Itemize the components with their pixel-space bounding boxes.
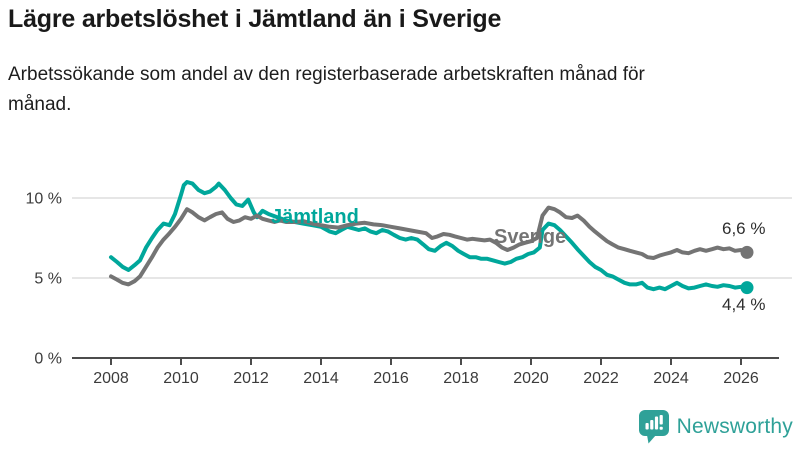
newsworthy-logo-icon xyxy=(638,410,669,444)
newsworthy-logo[interactable]: Newsworthy xyxy=(638,409,793,445)
sverige-series-label: Sverige xyxy=(494,226,567,248)
series-line-sverige xyxy=(109,205,749,287)
svg-text:2026: 2026 xyxy=(723,370,759,387)
svg-text:2020: 2020 xyxy=(513,370,549,387)
svg-text:0 %: 0 % xyxy=(34,351,62,368)
svg-text:2022: 2022 xyxy=(583,370,619,387)
svg-text:2012: 2012 xyxy=(233,370,269,387)
svg-text:5 %: 5 % xyxy=(34,271,62,288)
svg-text:10 %: 10 % xyxy=(26,191,62,208)
svg-text:2024: 2024 xyxy=(653,370,689,387)
x-axis: 2008 2010 2012 2014 2016 2018 2020 2022 2024 2026 xyxy=(72,357,779,387)
svg-text:2018: 2018 xyxy=(443,370,479,387)
page-title: Lägre arbetslöshet i Jämtland än i Sveri… xyxy=(8,5,502,33)
jamtland-series-label: Jämtland xyxy=(271,206,359,228)
series-line-jamtland xyxy=(109,180,749,292)
svg-text:2010: 2010 xyxy=(163,370,199,387)
chart-subtitle: Arbetssökande som andel av den registerb… xyxy=(8,64,645,115)
gridlines xyxy=(72,197,792,279)
svg-text:2016: 2016 xyxy=(373,370,409,387)
svg-text:2008: 2008 xyxy=(93,370,129,387)
sverige-end-value-label: 6,6 % xyxy=(722,219,766,238)
series-end-dot-sverige xyxy=(740,245,754,259)
y-axis-labels: 0 % 5 % 10 % xyxy=(26,191,62,368)
newsworthy-logo-text: Newsworthy xyxy=(676,415,793,438)
series-end-dot-jamtland xyxy=(740,281,754,295)
jamtland-end-value-label: 4,4 % xyxy=(722,295,766,314)
svg-text:2014: 2014 xyxy=(303,370,339,387)
